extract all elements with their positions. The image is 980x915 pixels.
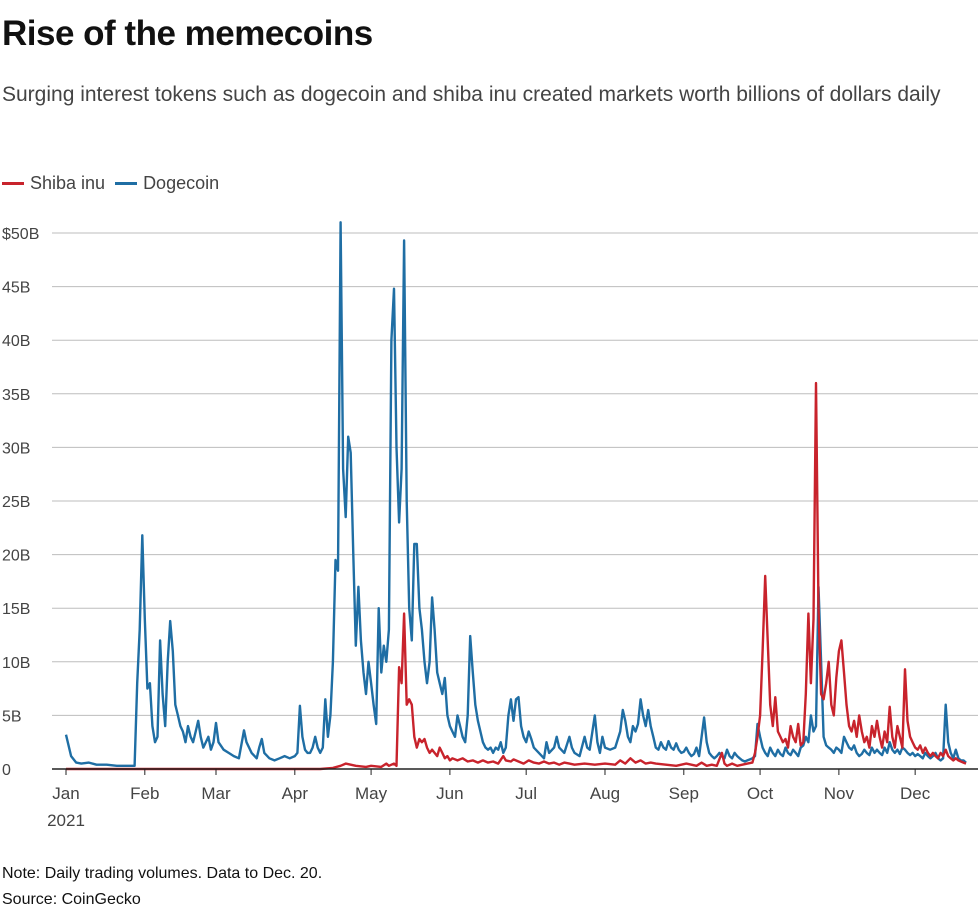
x-tick-sublabel: 2021: [47, 811, 85, 830]
x-tick-label: Jul: [515, 784, 537, 803]
legend-swatch-shiba-inu: [2, 182, 24, 185]
x-tick-label: Apr: [282, 784, 309, 803]
y-tick-label: 0: [2, 762, 11, 779]
y-tick-label: 30B: [2, 440, 30, 457]
y-tick-label: 35B: [2, 387, 30, 404]
legend-item-shiba-inu: Shiba inu: [2, 173, 105, 194]
chart-title: Rise of the memecoins: [2, 14, 373, 53]
legend-swatch-dogecoin: [115, 182, 138, 185]
x-tick-label: Nov: [824, 784, 855, 803]
y-tick-label: 25B: [2, 494, 30, 511]
legend-label-dogecoin: Dogecoin: [143, 173, 220, 193]
legend-item-dogecoin: Dogecoin: [115, 173, 219, 194]
gridlines: [52, 232, 978, 716]
x-tick-label: Dec: [900, 784, 931, 803]
x-tick-label: Mar: [201, 784, 231, 803]
y-tick-label: 20B: [2, 548, 30, 565]
x-tick-label: Feb: [130, 784, 159, 803]
y-tick-label: 15B: [2, 601, 30, 618]
line-chart: $50B 45B 40B 35B 30B 25B 20B 15B 10B 5B 0 Jan 2021 F…: [2, 221, 978, 830]
y-tick-label: 40B: [2, 333, 30, 350]
y-tick-label: 5B: [2, 708, 22, 725]
chart-legend: Shiba inu Dogecoin: [2, 173, 229, 194]
x-tick-label: Aug: [590, 784, 620, 803]
x-tick-label: Sep: [669, 784, 699, 803]
chart-subtitle: Surging interest tokens such as dogecoin…: [2, 83, 941, 106]
x-axis-ticks: Jan 2021 Feb Mar Apr May Jun Jul Aug Sep Oct Nov Dec: [47, 769, 931, 830]
chart-source: Source: CoinGecko: [2, 891, 141, 908]
legend-label-shiba-inu: Shiba inu: [30, 173, 106, 193]
x-tick-label: Jun: [436, 784, 463, 803]
y-axis-ticks: $50B 45B 40B 35B 30B 25B 20B 15B 10B 5B 0: [2, 226, 39, 779]
series-line-shiba-inu: [66, 381, 967, 771]
y-tick-label: $50B: [2, 226, 39, 243]
y-tick-label: 45B: [2, 280, 30, 297]
x-tick-label: Oct: [747, 784, 774, 803]
x-tick-label: May: [355, 784, 388, 803]
x-tick-label: Jan: [52, 784, 79, 803]
series-line-dogecoin: [64, 221, 967, 767]
chart-note: Note: Daily trading volumes. Data to Dec…: [2, 865, 323, 882]
y-tick-label: 10B: [2, 655, 30, 672]
series-lines: [64, 221, 967, 771]
